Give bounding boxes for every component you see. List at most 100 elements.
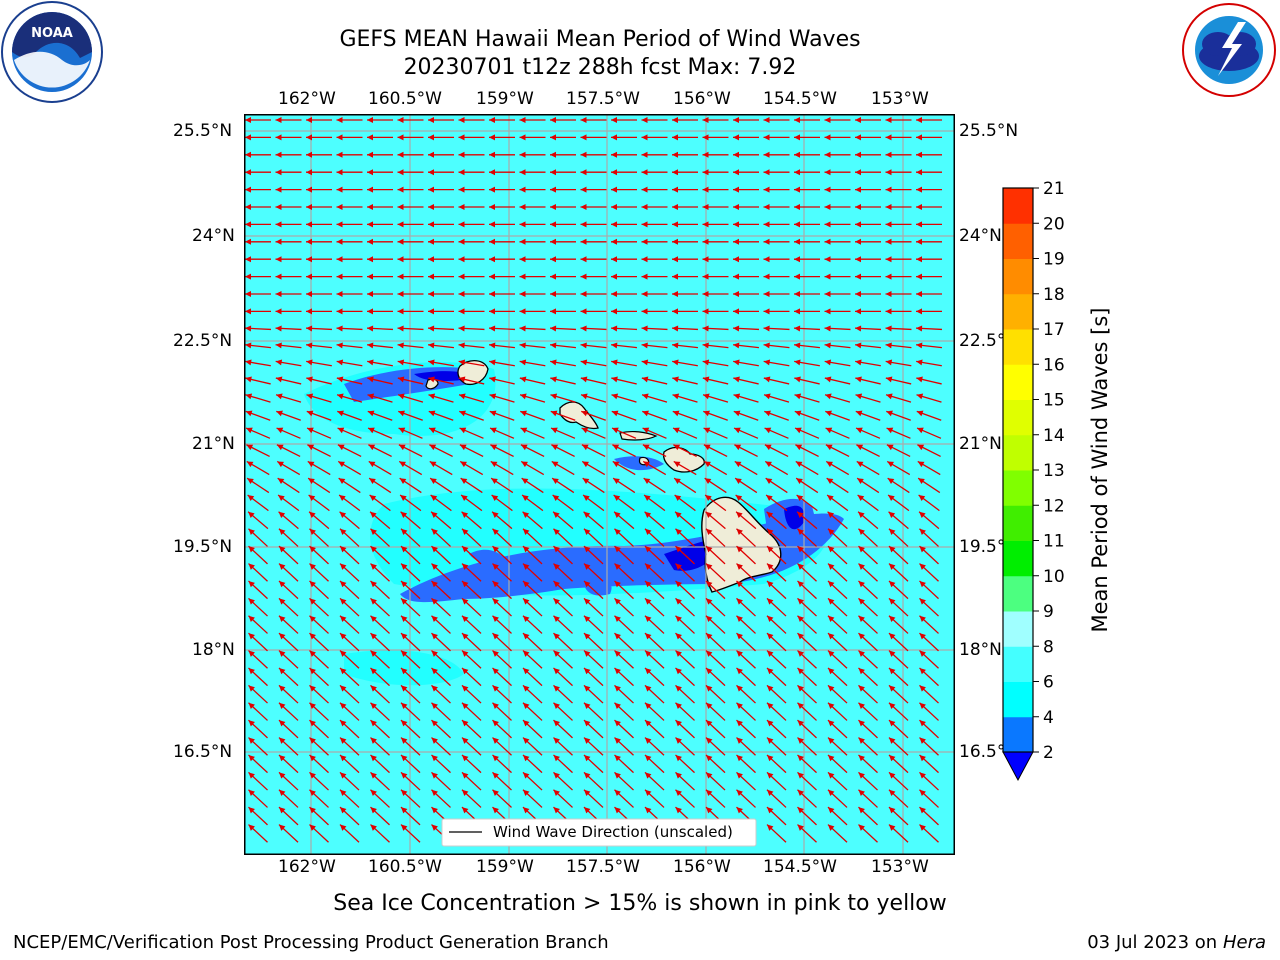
colorbar-tick-label: 20	[1043, 214, 1065, 234]
wave-direction-arrowhead	[400, 737, 408, 744]
wave-direction-arrowhead	[553, 598, 560, 605]
wave-direction-arrowhead	[370, 667, 377, 675]
nws-logo	[1182, 3, 1276, 97]
wave-direction-arrowhead	[522, 737, 530, 744]
wave-direction-arrowhead	[705, 720, 713, 727]
wave-direction-arrowhead	[339, 667, 347, 675]
wave-direction-arrowhead	[553, 580, 560, 588]
wave-direction-arrowhead	[458, 308, 465, 315]
wave-direction-arrowhead	[675, 754, 682, 762]
colorbar-block	[1003, 716, 1033, 753]
wave-direction-arrowhead	[489, 204, 495, 210]
wave-direction-arrowhead	[400, 667, 408, 675]
wave-direction-arrowhead	[370, 754, 377, 762]
wave-direction-arrowhead	[580, 117, 587, 123]
wave-direction-arrowhead	[398, 410, 405, 417]
wave-direction-arrowhead	[614, 563, 621, 570]
wave-direction-arrowhead	[458, 342, 465, 349]
wave-direction-arrowhead	[428, 134, 434, 141]
wave-direction-arrowhead	[827, 598, 835, 605]
wave-direction-arrowhead	[919, 580, 926, 588]
wave-direction-arrowhead	[672, 186, 678, 193]
wave-direction-arrowhead	[275, 169, 282, 176]
wave-direction-arrowhead	[458, 359, 466, 366]
colorbar-tick-label: 6	[1043, 673, 1054, 693]
wave-direction-arrowhead	[397, 256, 404, 263]
wave-direction-arrowhead	[461, 789, 469, 797]
wave-direction-arrowhead	[338, 461, 345, 468]
wave-direction-arrowhead	[611, 376, 618, 383]
wave-direction-arrowhead	[428, 342, 435, 349]
wave-direction-arrowhead	[306, 393, 314, 400]
wave-direction-arrowhead	[614, 528, 621, 536]
wave-direction-arrowhead	[583, 580, 591, 588]
wave-direction-arrowhead	[431, 546, 438, 553]
wave-direction-arrowhead	[736, 615, 743, 623]
wave-direction-arrowhead	[796, 494, 804, 501]
map-title-line2: 20230701 t12z 288h fcst Max: 7.92	[403, 55, 797, 80]
wave-direction-arrowhead	[306, 134, 312, 141]
wave-direction-arrowhead	[461, 667, 469, 675]
wave-direction-arrowhead	[461, 807, 469, 814]
wave-direction-arrowhead	[916, 221, 922, 228]
wave-direction-arrowhead	[733, 273, 739, 280]
wave-direction-arrowhead	[306, 359, 313, 366]
wave-direction-arrowhead	[766, 702, 774, 710]
wave-direction-arrowhead	[367, 186, 373, 193]
wave-direction-arrowhead	[583, 720, 591, 727]
wave-direction-arrowhead	[245, 151, 251, 158]
wave-direction-arrowhead	[278, 528, 286, 536]
wave-direction-arrowhead	[644, 702, 652, 710]
wave-direction-arrowhead	[888, 563, 896, 570]
wave-direction-arrowhead	[824, 273, 831, 280]
wave-direction-arrowhead	[644, 772, 652, 779]
wave-direction-arrowhead	[888, 754, 896, 762]
wave-direction-arrowhead	[248, 754, 255, 762]
wave-direction-arrowhead	[553, 546, 560, 553]
wave-direction-arrowhead	[336, 117, 343, 123]
wave-direction-arrowhead	[675, 563, 682, 570]
wave-direction-arrowhead	[245, 410, 253, 417]
wave-direction-arrowhead	[275, 376, 283, 383]
wave-direction-arrowhead	[611, 204, 617, 210]
wave-direction-arrowhead	[553, 720, 560, 727]
wave-direction-arrowhead	[522, 667, 530, 675]
wave-direction-arrowhead	[489, 376, 496, 383]
wave-direction-arrowhead	[522, 580, 530, 588]
wave-direction-arrowhead	[336, 308, 343, 315]
wave-direction-arrowhead	[428, 325, 435, 332]
wave-direction-arrowhead	[919, 633, 926, 640]
wave-direction-arrowhead	[702, 308, 709, 315]
wave-direction-arrowhead	[888, 633, 896, 640]
wave-direction-arrowhead	[611, 410, 619, 417]
wave-direction-arrowhead	[429, 461, 437, 468]
wave-direction-arrowhead	[489, 393, 497, 400]
wave-direction-arrowhead	[919, 702, 926, 710]
wave-direction-arrowhead	[857, 494, 865, 501]
wave-direction-arrowhead	[309, 615, 316, 623]
wave-direction-arrowhead	[794, 134, 800, 141]
wave-direction-arrowhead	[370, 633, 377, 640]
wave-direction-arrowhead	[336, 186, 343, 193]
wave-direction-arrowhead	[797, 807, 804, 814]
wave-direction-arrowhead	[583, 546, 591, 553]
wave-direction-arrowhead	[916, 186, 922, 193]
wave-direction-arrowhead	[583, 754, 591, 762]
wave-direction-arrowhead	[550, 117, 556, 123]
wave-direction-arrowhead	[278, 580, 286, 588]
wave-direction-arrowhead	[519, 308, 526, 315]
wave-direction-arrowhead	[461, 563, 469, 570]
wave-direction-arrowhead	[489, 169, 495, 176]
wave-direction-arrowhead	[673, 427, 680, 434]
wave-direction-arrowhead	[580, 238, 587, 245]
wave-direction-arrowhead	[641, 169, 648, 176]
wave-direction-arrowhead	[703, 393, 710, 400]
footer-date-text: 03 Jul 2023 on	[1087, 932, 1223, 953]
wave-direction-arrowhead	[400, 702, 408, 710]
wave-direction-arrowhead	[583, 615, 591, 623]
wave-direction-arrowhead	[644, 494, 651, 501]
wave-direction-arrowhead	[461, 685, 469, 692]
wave-direction-arrowhead	[644, 511, 652, 518]
wave-direction-arrowhead	[855, 169, 861, 176]
wave-direction-arrowhead	[797, 580, 804, 588]
